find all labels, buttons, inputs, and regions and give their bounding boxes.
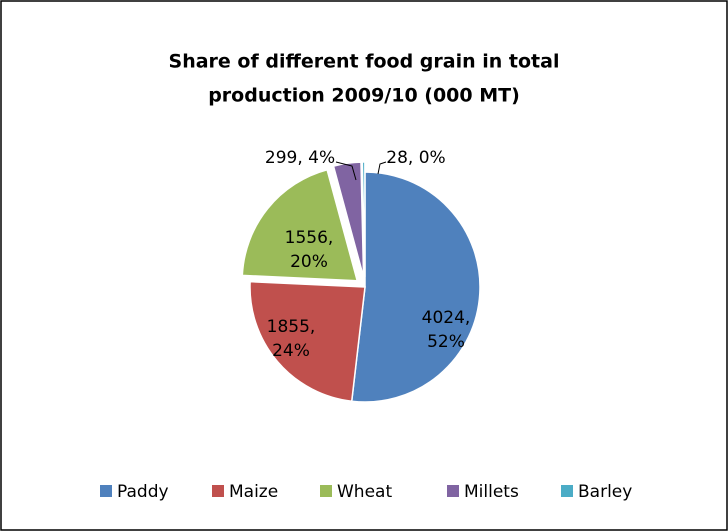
legend-label: Millets xyxy=(464,482,519,502)
legend-swatch xyxy=(212,485,224,497)
data-label: 299, 4% xyxy=(265,148,335,168)
data-label: 28, 0% xyxy=(386,148,445,168)
legend-label: Wheat xyxy=(337,482,392,502)
data-label-line: 1556, xyxy=(285,228,334,248)
legend-swatch xyxy=(447,485,459,497)
legend-label: Barley xyxy=(578,482,632,502)
pie-slice xyxy=(241,168,359,282)
data-label-line: 24% xyxy=(272,341,310,361)
data-label: 4024, 52% xyxy=(422,308,471,352)
data-label-line: 4024, xyxy=(422,308,471,328)
chart-title: production 2009/10 (000 MT) xyxy=(208,85,520,107)
data-label-line: 1855, xyxy=(267,317,316,337)
leader-line xyxy=(335,161,357,181)
data-label-line: 20% xyxy=(290,252,328,272)
legend-swatch xyxy=(561,485,573,497)
legend-swatch xyxy=(320,485,332,497)
chart-title: Share of different food grain in total xyxy=(169,51,560,73)
data-label-line: 52% xyxy=(427,332,465,352)
leader-line xyxy=(377,161,387,175)
pie-slice xyxy=(249,280,366,403)
pie-slice xyxy=(361,161,366,278)
pie-slice xyxy=(332,161,365,278)
data-label: 1556, 20% xyxy=(285,228,334,272)
legend-label: Maize xyxy=(229,482,278,502)
data-label: 1855, 24% xyxy=(267,317,316,361)
legend-swatch xyxy=(100,485,112,497)
pie-slice xyxy=(350,171,481,403)
legend-label: Paddy xyxy=(117,482,169,502)
